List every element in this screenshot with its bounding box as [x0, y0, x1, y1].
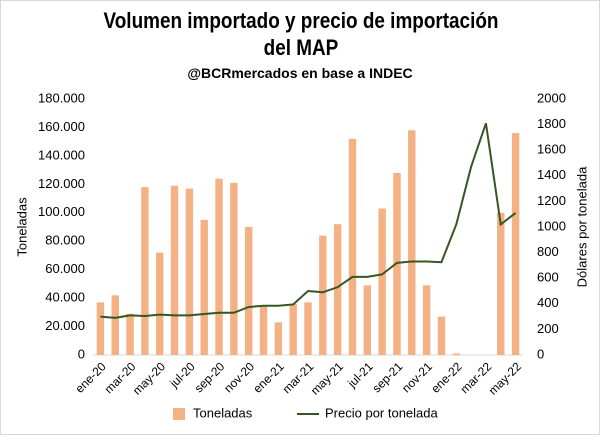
bar — [126, 313, 134, 355]
x-tick-label: nov-20 — [221, 359, 257, 395]
y2-tick-label: 1800 — [537, 116, 566, 131]
bar — [230, 182, 238, 355]
bar — [111, 295, 119, 355]
y-tick-label: 20.000 — [45, 318, 85, 333]
y-tick-label: 180.000 — [38, 90, 85, 105]
y2-tick-label: 1000 — [537, 218, 566, 233]
x-tick-label: nov-21 — [399, 359, 435, 395]
bar — [378, 208, 386, 355]
bar — [363, 285, 372, 355]
chart-subtitle: @BCRmercados en base a INDEC — [187, 65, 413, 81]
y2-tick-label: 200 — [537, 321, 559, 336]
y-tick-label: 160.000 — [38, 119, 85, 134]
bar — [274, 322, 283, 355]
bar — [348, 138, 357, 355]
y-tick-label: 120.000 — [38, 176, 85, 191]
legend-label: Precio por tonelada — [325, 405, 439, 420]
bar — [422, 285, 431, 355]
x-tick-label: may-21 — [308, 359, 346, 397]
x-tick-label: ene-20 — [72, 359, 109, 396]
y-tick-label: 140.000 — [38, 147, 85, 162]
y2-tick-label: 600 — [537, 270, 559, 285]
bar — [185, 188, 194, 355]
legend-label: Toneladas — [193, 405, 253, 420]
bar — [141, 187, 149, 355]
y2-tick-label: 1200 — [537, 193, 566, 208]
legend-swatch — [173, 408, 185, 420]
y-tick-label: 80.000 — [45, 233, 85, 248]
bar — [304, 302, 312, 355]
bar — [244, 227, 253, 355]
bar — [408, 130, 416, 355]
bar — [452, 353, 460, 355]
bar — [497, 212, 505, 355]
bar — [319, 235, 327, 355]
y2-tick-label: 2000 — [537, 90, 566, 105]
y-tick-label: 100.000 — [38, 204, 85, 219]
x-tick-label: ene-21 — [250, 359, 287, 396]
bar — [200, 219, 208, 355]
x-tick-label: sep-20 — [192, 359, 228, 395]
bar — [437, 316, 446, 355]
y2-tick-label: 400 — [537, 295, 559, 310]
chart-title: Volumen importado y precio de importació… — [103, 8, 499, 60]
bar — [259, 306, 268, 355]
x-tick-label: sep-21 — [369, 359, 405, 395]
y-axis-label: Toneladas — [14, 197, 29, 257]
y2-axis-label: Dólares por tonelada — [574, 166, 589, 287]
bar — [170, 185, 179, 355]
price-line — [100, 122, 517, 319]
y2-tick-label: 0 — [537, 346, 544, 361]
y-tick-label: 40.000 — [45, 290, 85, 305]
bar — [289, 303, 297, 355]
x-tick-label: ene-22 — [428, 359, 465, 396]
y-tick-label: 60.000 — [45, 261, 85, 276]
y2-tick-label: 1400 — [537, 167, 566, 182]
y-tick-label: 0 — [78, 346, 85, 361]
bar — [511, 133, 520, 355]
x-tick-label: may-20 — [130, 359, 168, 397]
bar — [215, 178, 223, 355]
bar — [96, 302, 105, 355]
y2-tick-label: 800 — [537, 244, 559, 259]
bar — [333, 224, 342, 355]
bar — [156, 252, 164, 355]
x-tick-label: may-22 — [486, 359, 524, 397]
y2-tick-label: 1600 — [537, 142, 566, 157]
